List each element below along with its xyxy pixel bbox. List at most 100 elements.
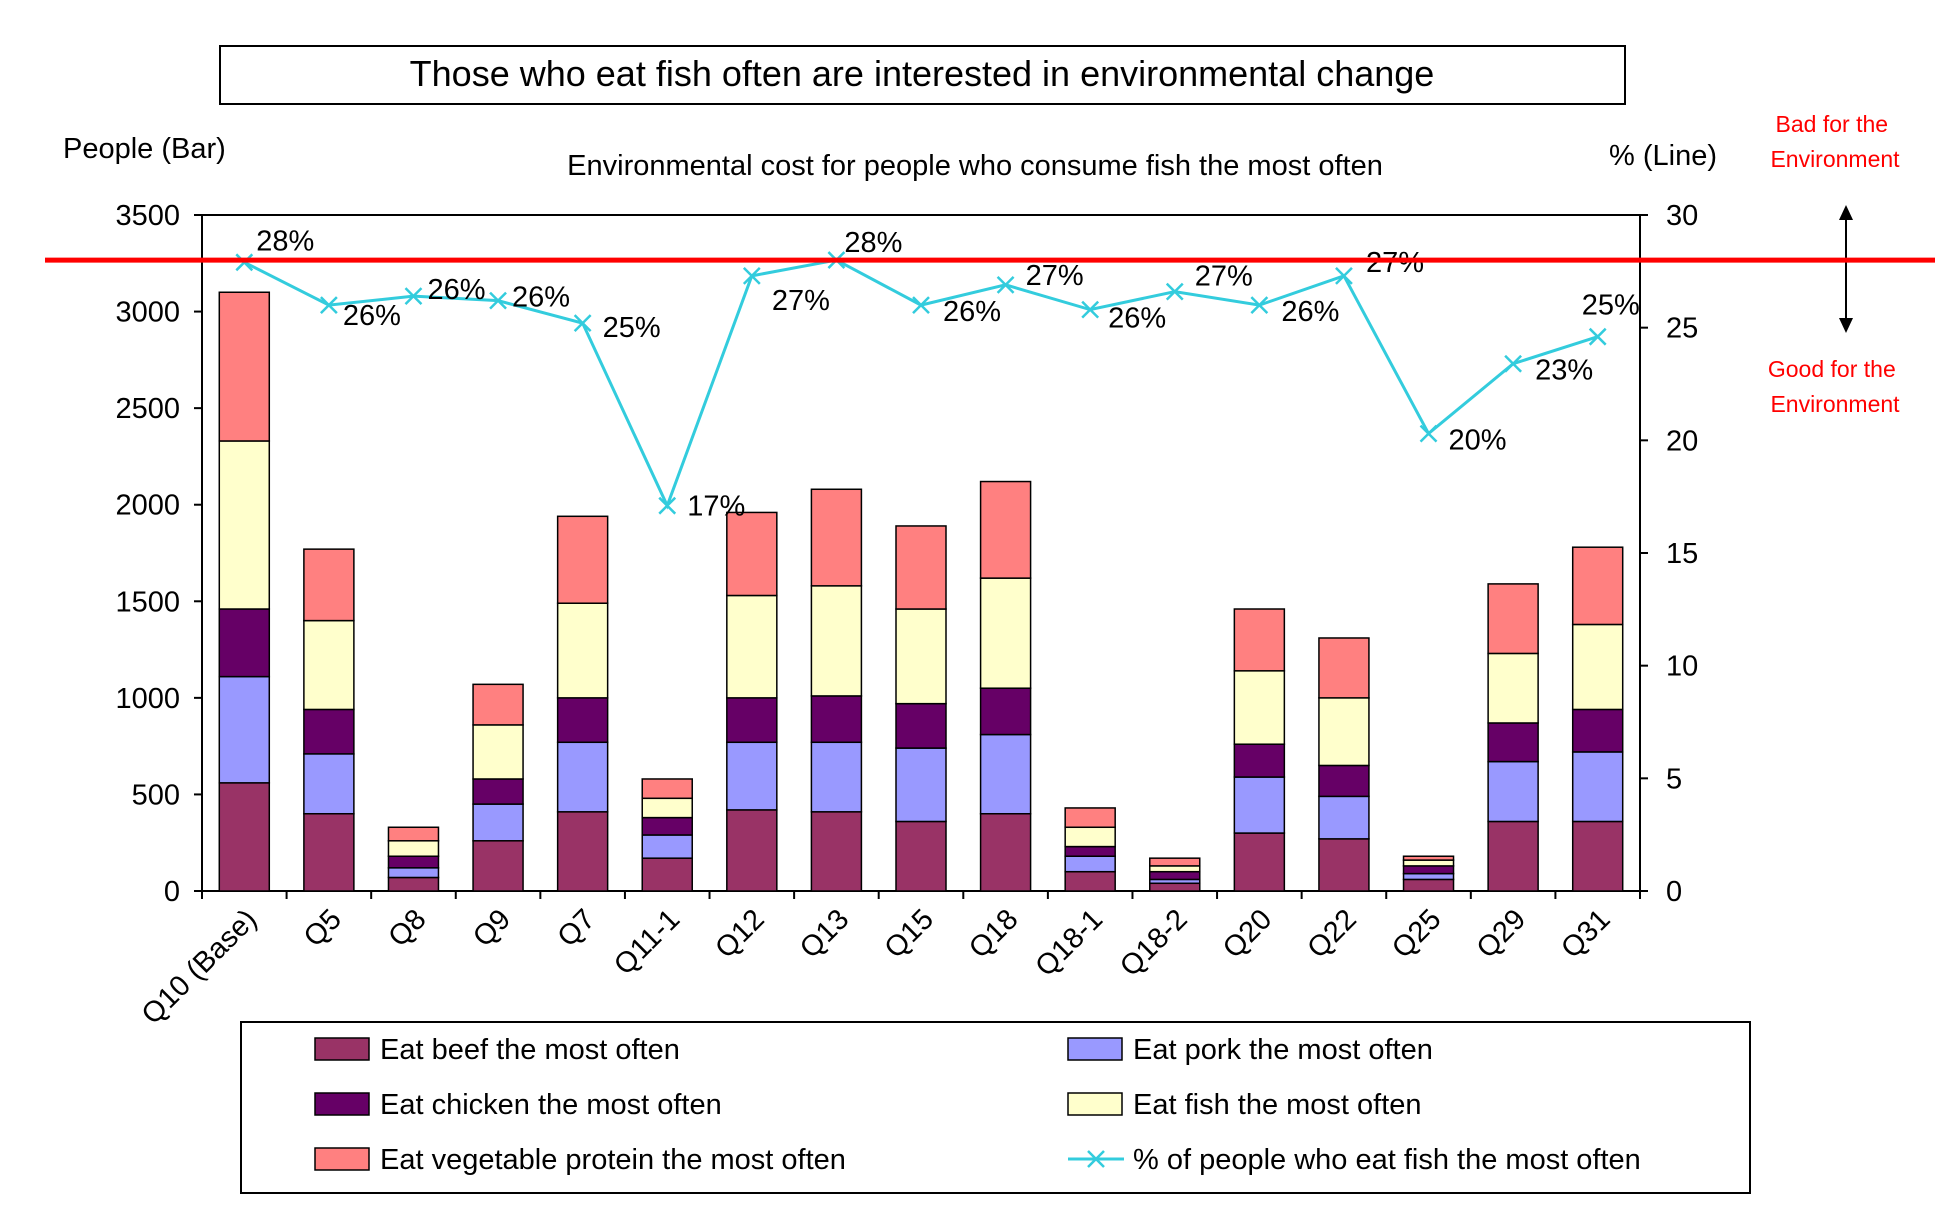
y-axis-left: 0 500 1000 1500 2000 2500 3000 3500 — [115, 200, 202, 908]
legend-swatch — [1067, 1092, 1123, 1116]
x-tick-label: Q22 — [1301, 903, 1362, 964]
good-environment-label-line2: Environment — [1770, 391, 1900, 417]
bar-segment-pork — [726, 741, 778, 811]
bar-segment-chicken — [726, 697, 778, 744]
line-point-marker — [742, 266, 761, 285]
line-data-label: 26% — [943, 296, 1001, 328]
bar-segment-fish — [726, 594, 778, 699]
y-tick-label: 500 — [132, 779, 180, 811]
bar-segment-vegetable-protein — [387, 826, 440, 842]
bar-segment-fish — [1064, 826, 1116, 848]
y-tick-label: 3500 — [115, 200, 180, 232]
bar-segment-beef — [1571, 820, 1624, 892]
y-tick-label: 2500 — [115, 393, 180, 425]
x-tick-label: Q15 — [879, 903, 940, 964]
legend-label: % of people who eat fish the most often — [1133, 1144, 1641, 1176]
x-tick-label: Q18-2 — [1114, 903, 1194, 983]
bar-segment-pork — [1064, 855, 1116, 873]
bar-segment-pork — [1571, 751, 1624, 823]
bar-segment-beef — [895, 820, 947, 892]
bar-segment-vegetable-protein — [1318, 637, 1370, 699]
bar-segment-chicken — [1064, 845, 1116, 857]
legend-label: Eat pork the most often — [1133, 1034, 1433, 1066]
bar-series-group — [218, 291, 1624, 892]
bar-segment-chicken — [556, 697, 609, 744]
bar-segment-chicken — [1487, 722, 1539, 763]
bar-segment-chicken — [979, 687, 1032, 736]
bar-segment-beef — [1149, 882, 1201, 892]
bar-segment-chicken — [218, 608, 271, 678]
y-axis-title: People (Bar) — [63, 133, 226, 165]
bar-segment-vegetable-protein — [472, 683, 524, 726]
x-tick-label: Q10 (Base) — [136, 903, 263, 1030]
bar-segment-beef — [472, 840, 524, 892]
chart-subtitle: Environmental cost for people who consum… — [567, 150, 1383, 182]
bad-environment-label: Bad for the Environment — [1770, 111, 1900, 172]
x-tick-label: Q5 — [298, 903, 348, 953]
bar-segment-beef — [641, 857, 693, 892]
bar-segment-beef — [218, 782, 271, 892]
line-point-marker — [1504, 354, 1523, 373]
legend-label: Eat chicken the most often — [380, 1089, 722, 1121]
x-tick-label: Q18 — [963, 903, 1024, 964]
bar-segment-beef — [1064, 870, 1116, 892]
line-data-label: 26% — [1108, 303, 1166, 335]
bar-segment-fish — [1571, 623, 1624, 711]
x-tick-label: Q9 — [467, 903, 517, 953]
bar-segment-beef — [1318, 838, 1370, 892]
bar-segment-fish — [1402, 859, 1455, 867]
bar-segment-vegetable-protein — [1233, 608, 1286, 672]
bar-segment-pork — [472, 803, 524, 842]
bar-segment-beef — [1487, 820, 1539, 892]
bar-segment-beef — [1402, 878, 1455, 892]
legend-label: Eat beef the most often — [380, 1034, 680, 1066]
line-data-label: 26% — [1281, 296, 1339, 328]
line-point-marker — [1588, 327, 1607, 346]
x-tick-label: Q29 — [1471, 903, 1532, 964]
line-data-label: 26% — [427, 274, 485, 306]
chart-title: Those who eat fish often are interested … — [410, 53, 1435, 94]
line-point-marker — [319, 296, 338, 315]
bar-segment-chicken — [1571, 708, 1624, 753]
x-axis: Q10 (Base) Q5 Q8 Q9 Q7 Q11-1 Q12 Q13 Q15 Q18 Q18-1… — [136, 891, 1641, 1031]
bar-segment-pork — [556, 741, 609, 813]
bad-environment-label-line2: Environment — [1770, 146, 1900, 172]
bar-segment-fish — [895, 608, 947, 705]
line-data-label: 25% — [1582, 290, 1640, 322]
legend-swatch — [314, 1147, 370, 1171]
legend-swatch — [314, 1092, 370, 1116]
bar-segment-pork — [1318, 795, 1370, 840]
bar-segment-vegetable-protein — [303, 548, 355, 622]
bar-segment-beef — [556, 811, 609, 892]
line-series-group: 28% 26% 26% 26% 25% 17% 27% 28% 26% 27% 26% 27% 26% 2… — [235, 225, 1640, 523]
bar-segment-vegetable-protein — [726, 511, 778, 597]
bar-segment-pork — [303, 753, 355, 815]
x-tick-label: Q20 — [1217, 903, 1278, 964]
bar-segment-beef — [979, 812, 1032, 892]
bar-segment-fish — [218, 440, 271, 610]
bar-segment-fish — [641, 797, 693, 819]
bar-segment-pork — [387, 867, 440, 879]
bar-segment-beef — [387, 876, 440, 892]
bad-good-double-arrow — [1839, 205, 1853, 333]
line-point-marker — [1165, 282, 1184, 301]
line-point-marker — [912, 296, 930, 315]
bar-segment-vegetable-protein — [1571, 546, 1624, 626]
bar-segment-beef — [726, 809, 778, 892]
line-point-marker — [1250, 296, 1269, 315]
legend-swatch — [1067, 1037, 1123, 1061]
line-point-marker — [573, 314, 592, 333]
y2-tick-label: 20 — [1666, 425, 1698, 457]
y2-tick-label: 30 — [1666, 200, 1698, 232]
bar-segment-fish — [1487, 652, 1539, 724]
legend: Eat beef the most often Eat pork the most… — [314, 1034, 1641, 1176]
y2-tick-label: 10 — [1666, 651, 1698, 683]
line-point-marker — [1419, 424, 1438, 443]
legend-line-marker — [1087, 1150, 1105, 1168]
x-tick-label: Q12 — [709, 903, 770, 964]
good-environment-label: Good for the Environment — [1768, 356, 1902, 417]
legend-label: Eat vegetable protein the most often — [380, 1144, 846, 1176]
line-point-marker — [1335, 266, 1353, 285]
bar-segment-fish — [303, 619, 355, 711]
